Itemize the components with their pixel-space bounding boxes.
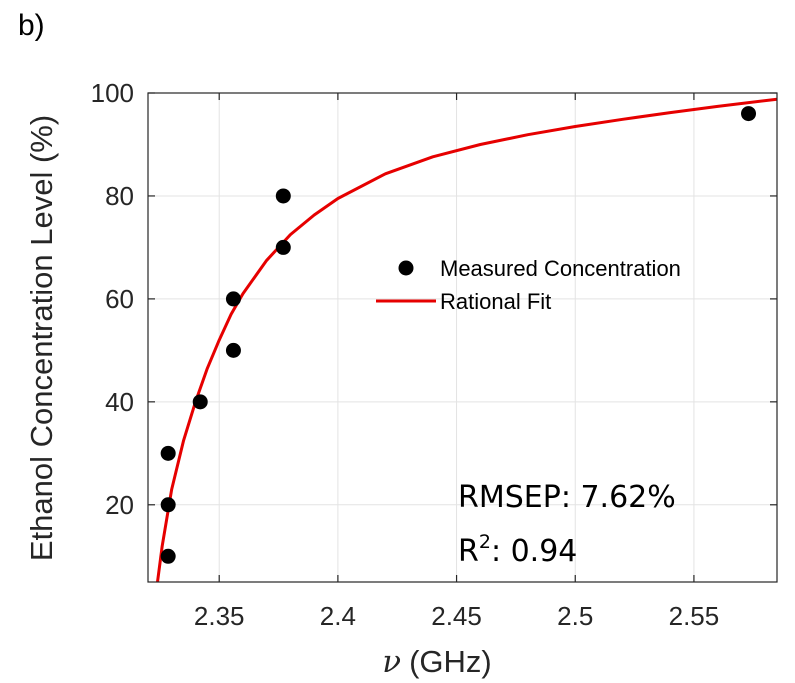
x-axis-title: ν (GHz): [382, 644, 492, 680]
measured-point: [160, 497, 176, 513]
r-squared-annotation: R2: 0.94: [458, 531, 577, 569]
x-axis-unit: (GHz): [409, 644, 492, 679]
legend-label-measured: Measured Concentration: [440, 256, 681, 281]
y-tick-labels: 20 40 60 80 100: [91, 78, 134, 520]
legend-label-fit: Rational Fit: [440, 289, 551, 314]
x-tick-label: 2.4: [320, 601, 356, 631]
plot-frame: [147, 92, 778, 583]
measured-point: [225, 342, 241, 358]
rational-fit-line: [156, 97, 778, 583]
measured-point: [225, 291, 241, 307]
measured-point: [160, 548, 176, 564]
y-tick-label: 100: [91, 78, 134, 108]
measured-point: [741, 106, 757, 122]
y-tick-label: 20: [105, 490, 134, 520]
x-tick-label: 2.45: [431, 601, 482, 631]
x-tick-labels: 2.35 2.4 2.45 2.5 2.55: [194, 601, 719, 631]
r-squared-symbol: R: [458, 534, 479, 569]
points-layer: [160, 106, 757, 564]
panel-label: b): [18, 9, 45, 42]
measured-point: [275, 188, 291, 204]
y-tick-label: 80: [105, 181, 134, 211]
fit-layer: [156, 97, 778, 583]
plot-area: [148, 93, 777, 582]
x-tick-label: 2.55: [669, 601, 720, 631]
y-axis-title: Ethanol Concentration Level (%): [24, 115, 59, 561]
x-axis-symbol: ν: [382, 644, 401, 680]
measured-point: [275, 239, 291, 255]
legend-marker-measured: [398, 260, 414, 276]
axis-ticks: [148, 92, 777, 582]
r-squared-superscript: 2: [479, 531, 491, 553]
legend: Measured Concentration Rational Fit: [376, 256, 681, 314]
r-squared-value: : 0.94: [491, 534, 577, 569]
measured-point: [192, 394, 208, 410]
y-tick-label: 60: [105, 284, 134, 314]
y-tick-label: 40: [105, 387, 134, 417]
x-tick-label: 2.5: [557, 601, 593, 631]
rmsep-annotation: RMSEP: 7.62%: [458, 480, 676, 515]
x-tick-label: 2.35: [194, 601, 245, 631]
measured-point: [160, 445, 176, 461]
